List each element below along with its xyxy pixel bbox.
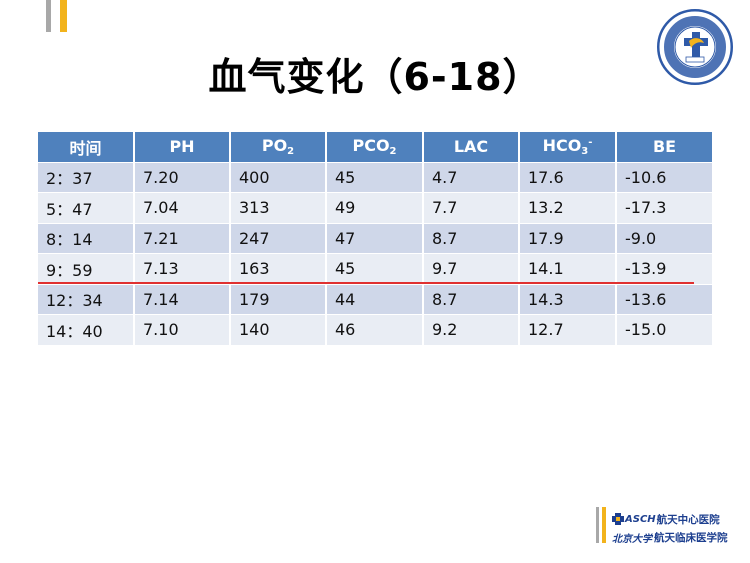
footer-logo: ASCH 航天中心医院 北京大学 航天临床医学院 (612, 512, 744, 545)
table-cell: 7.10 (134, 314, 231, 346)
table-cell: 46 (326, 314, 424, 346)
page-title: 血气变化（6-18） (208, 55, 542, 99)
time-cell: 8：14 (38, 223, 135, 254)
table-row: 14：40 7.10 140 46 9.2 12.7 -15.0 (38, 314, 712, 346)
table-cell: 47 (326, 223, 424, 254)
column-header-subscript: 2 (389, 146, 397, 158)
hospital-mini-icon (612, 513, 624, 525)
column-header-subscript: 3 (581, 146, 589, 158)
table-cell: 163 (230, 253, 327, 285)
footer-divider-grey (596, 507, 599, 543)
time-cell: 5：47 (38, 192, 135, 224)
table-cell: 13.2 (519, 192, 617, 224)
table-cell: 7.20 (134, 162, 231, 193)
time-cell: 12：34 (38, 284, 135, 315)
decorative-bar-gold (60, 0, 67, 32)
time-cell: 9：59 (38, 253, 135, 285)
table-cell: 179 (230, 284, 327, 315)
table-cell: 17.6 (519, 162, 617, 193)
table-row: 12：34 7.14 179 44 8.7 14.3 -13.6 (38, 284, 712, 315)
table-cell: 4.7 (423, 162, 520, 193)
table-cell: 14.1 (519, 253, 617, 285)
table-cell: -9.0 (616, 223, 712, 254)
column-header-label: PH (169, 137, 195, 157)
column-header: HCO3- (519, 132, 617, 163)
column-header: PCO2 (326, 132, 424, 163)
table-cell: 45 (326, 162, 424, 193)
time-cell: 14：40 (38, 314, 135, 346)
footer-line-hospital: ASCH 航天中心医院 (612, 512, 744, 526)
column-header: 时间 (38, 132, 135, 163)
column-header-subscript: 2 (287, 146, 295, 158)
column-header-label: 时间 (69, 138, 102, 158)
table-cell: 9.2 (423, 314, 520, 346)
table-cell: -13.6 (616, 284, 712, 315)
column-header: LAC (423, 132, 520, 163)
table-cell: -17.3 (616, 192, 712, 224)
table-cell: -10.6 (616, 162, 712, 193)
table-row: 8：14 7.21 247 47 8.7 17.9 -9.0 (38, 223, 712, 254)
red-underline (38, 282, 694, 284)
footer-college-name: 航天临床医学院 (654, 531, 728, 544)
column-header: PH (134, 132, 231, 163)
table-cell: 400 (230, 162, 327, 193)
table-cell: 12.7 (519, 314, 617, 346)
decorative-bar-grey (46, 0, 51, 32)
table-cell: 7.21 (134, 223, 231, 254)
table-row: 5：47 7.04 313 49 7.7 13.2 -17.3 (38, 192, 712, 224)
column-header-label: HCO (542, 136, 582, 156)
table-cell: 247 (230, 223, 327, 254)
table-cell: 7.04 (134, 192, 231, 224)
column-header: PO2 (230, 132, 327, 163)
table-cell: 140 (230, 314, 327, 346)
table-cell: 45 (326, 253, 424, 285)
column-header-label: PCO (352, 136, 390, 156)
footer-brand-pku: 北京大学 (612, 533, 652, 545)
table-cell: -15.0 (616, 314, 712, 346)
hospital-logo-seal (657, 9, 733, 85)
table-cell: 49 (326, 192, 424, 224)
column-header-label: PO (261, 136, 288, 156)
column-header-label: LAC (453, 137, 489, 157)
table-cell: 7.7 (423, 192, 520, 224)
table-row: 9：59 7.13 163 45 9.7 14.1 -13.9 (38, 253, 712, 285)
footer-brand-asch: ASCH (625, 513, 656, 525)
time-cell: 2：37 (38, 162, 135, 193)
table-header-row: 时间 PH PO2 PCO2 LAC HCO3- BE (38, 132, 712, 163)
table-cell: 17.9 (519, 223, 617, 254)
table-cell: 7.14 (134, 284, 231, 315)
table-row: 2：37 7.20 400 45 4.7 17.6 -10.6 (38, 162, 712, 193)
table-cell: 313 (230, 192, 327, 224)
column-header-label: BE (652, 137, 677, 157)
column-header-superscript: - (588, 137, 593, 149)
footer-hospital-name: 航天中心医院 (656, 513, 720, 526)
footer-divider-gold (602, 507, 606, 543)
table-cell: 8.7 (423, 223, 520, 254)
table-cell: -13.9 (616, 253, 712, 285)
table-cell: 44 (326, 284, 424, 315)
table-cell: 14.3 (519, 284, 617, 315)
table-cell: 8.7 (423, 284, 520, 315)
column-header: BE (616, 132, 712, 163)
table-cell: 9.7 (423, 253, 520, 285)
footer-line-college: 北京大学 航天临床医学院 (612, 529, 744, 545)
table-cell: 7.13 (134, 253, 231, 285)
blood-gas-table: 时间 PH PO2 PCO2 LAC HCO3- BE 2：37 7.20 400 45 4.7 17… (38, 132, 712, 346)
